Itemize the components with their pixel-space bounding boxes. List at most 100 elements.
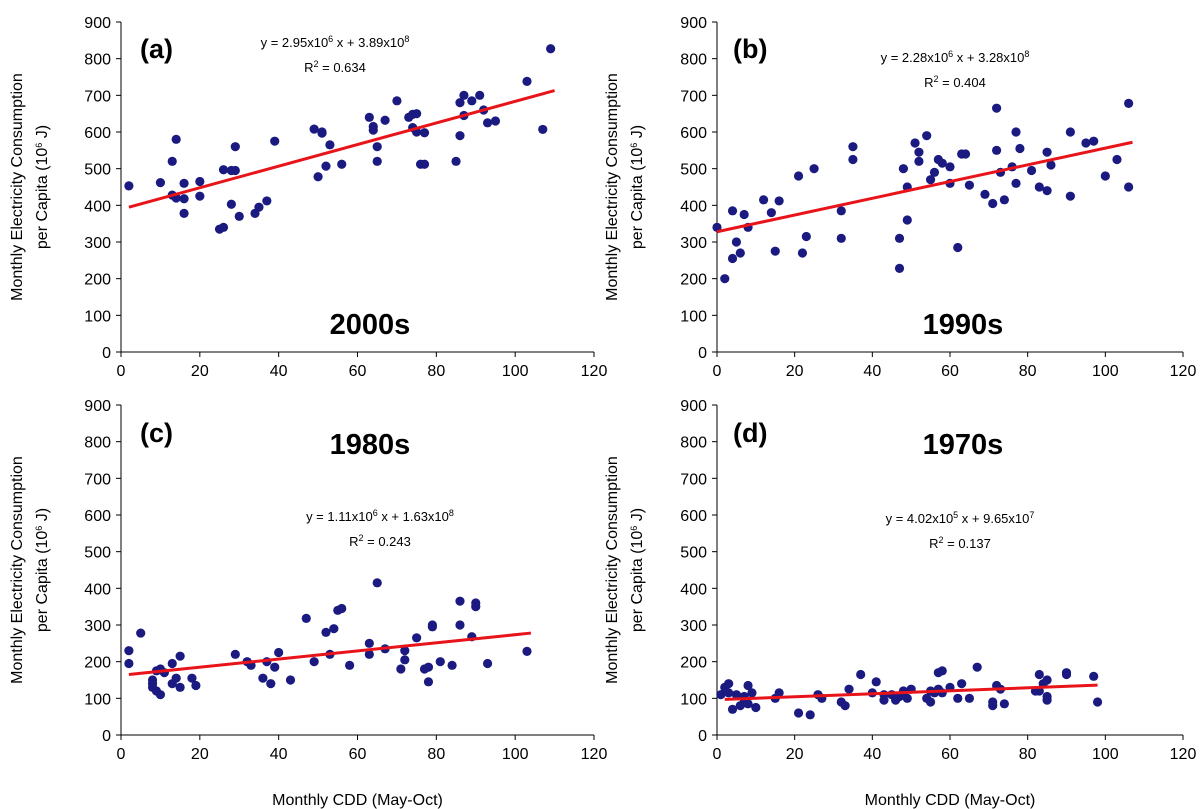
text-part: per Capita (10 [629,148,646,249]
point [317,128,327,138]
point [254,202,264,212]
point [321,161,331,171]
equation: y = 4.02x105 x + 9.65x107 [886,510,1035,526]
panel-label: (b) [733,34,767,64]
point [364,649,374,659]
r-squared: R2 = 0.634 [304,59,366,75]
text-part: = 0.634 [319,60,366,75]
point [455,131,465,141]
point [546,44,556,54]
point [171,673,181,683]
point [1042,675,1052,685]
x-tick-label: 20 [191,746,209,763]
point [914,147,924,157]
y-tick-label: 700 [84,471,111,488]
panel-label: (d) [733,418,767,448]
y-tick-label: 200 [680,655,707,672]
point [270,662,280,672]
point [774,196,784,206]
superscript: 2 [939,535,944,545]
point [957,679,967,689]
superscript: 6 [629,143,639,148]
point [179,194,189,204]
point [187,673,197,683]
y-axis-label: Monthly Electricity Consumption [9,73,26,301]
point [1034,669,1044,680]
x-tick-label: 80 [427,746,445,763]
text-part: = 0.404 [939,75,986,90]
x-axis-label: Monthly CDD (May-Oct) [272,792,443,809]
x-tick-label: 120 [1170,363,1197,380]
point [380,115,390,125]
y-axis-label: Monthly Electricity Consumption [9,456,26,684]
y-axis-label: per Capita (106 J) [629,508,646,632]
point [167,156,177,166]
point [735,248,745,258]
point [364,638,374,648]
superscript: 7 [1029,510,1034,520]
point [1026,165,1037,176]
r-squared: R2 = 0.404 [924,74,986,90]
point [467,96,477,106]
point [724,688,734,698]
point [848,154,858,165]
x-tick-label: 0 [713,363,722,380]
text-part: Monthly Electricity Consumption [604,456,621,684]
text-part: y = 4.02x10 [886,511,954,526]
x-tick-label: 60 [941,363,959,380]
point [482,118,493,128]
y-axis-label: per Capita (106 J) [629,125,646,249]
point [400,655,410,665]
point [980,189,990,199]
point [988,701,998,711]
y-axis-label: Monthly Electricity Consumption [604,73,621,301]
point [953,242,963,253]
text-part: x + 3.89x10 [333,35,404,50]
point [999,699,1009,709]
point [871,677,881,687]
y-tick-label: 400 [680,581,707,598]
point [423,677,434,687]
point [972,662,982,672]
y-tick-label: 100 [680,691,707,708]
point [230,142,240,152]
point [218,165,229,175]
point [396,664,406,674]
text-part: Monthly Electricity Consumption [604,73,621,301]
trend-line [724,683,1098,701]
point [455,98,465,108]
decade-label: 1970s [923,429,1004,461]
text-part: J) [629,125,646,143]
text-part: Monthly Electricity Consumption [9,456,26,684]
point [262,196,272,206]
point [124,658,134,669]
point [739,209,749,220]
point [1034,182,1044,192]
point [471,598,481,608]
point [475,90,485,100]
point [793,708,804,718]
point [309,657,319,667]
x-tick-label: 80 [1019,363,1037,380]
y-tick-label: 800 [680,52,707,69]
point [372,142,382,152]
text-part: J) [34,125,51,143]
point [992,103,1002,113]
point [1124,182,1134,192]
superscript: 6 [34,526,44,531]
x-tick-label: 0 [117,746,126,763]
y-tick-label: 600 [680,125,707,142]
point [751,702,761,713]
point [234,211,244,221]
point [419,128,430,138]
x-tick-label: 40 [863,746,881,763]
text-part: x + 1.63x10 [378,509,449,524]
point [226,199,236,209]
point [836,206,846,216]
point [724,679,734,689]
point [727,206,738,216]
point [902,215,912,225]
y-tick-label: 200 [84,655,111,672]
point [522,646,532,657]
